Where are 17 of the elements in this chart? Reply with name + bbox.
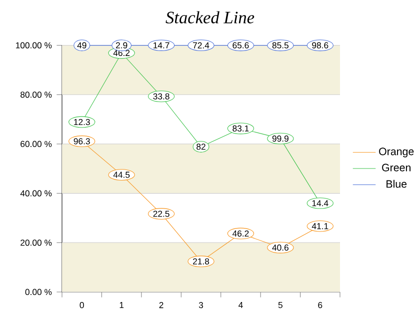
x-tick-label: 5	[278, 302, 282, 308]
x-tick-label: 4	[238, 302, 243, 308]
y-tick-label: 80.00 %	[20, 92, 52, 98]
x-tick-label: 6	[318, 302, 322, 308]
y-tick-label: 40.00 %	[20, 190, 52, 196]
y-tick-label: 100.00 %	[16, 42, 52, 48]
legend-label: Green	[382, 164, 410, 172]
legend-label: Orange	[379, 148, 414, 158]
x-tick-label: 0	[80, 302, 84, 308]
x-tick-label: 1	[120, 302, 124, 308]
x-tick-label: 3	[198, 302, 204, 308]
x-tick-label: 2	[159, 302, 164, 308]
y-tick-label: 0.00 %	[25, 288, 52, 296]
legend-label: Blue	[386, 180, 407, 188]
chart-title: Stacked Line	[166, 11, 254, 24]
y-tick-label: 20.00 %	[20, 240, 52, 246]
y-tick-label: 60.00 %	[20, 140, 52, 148]
